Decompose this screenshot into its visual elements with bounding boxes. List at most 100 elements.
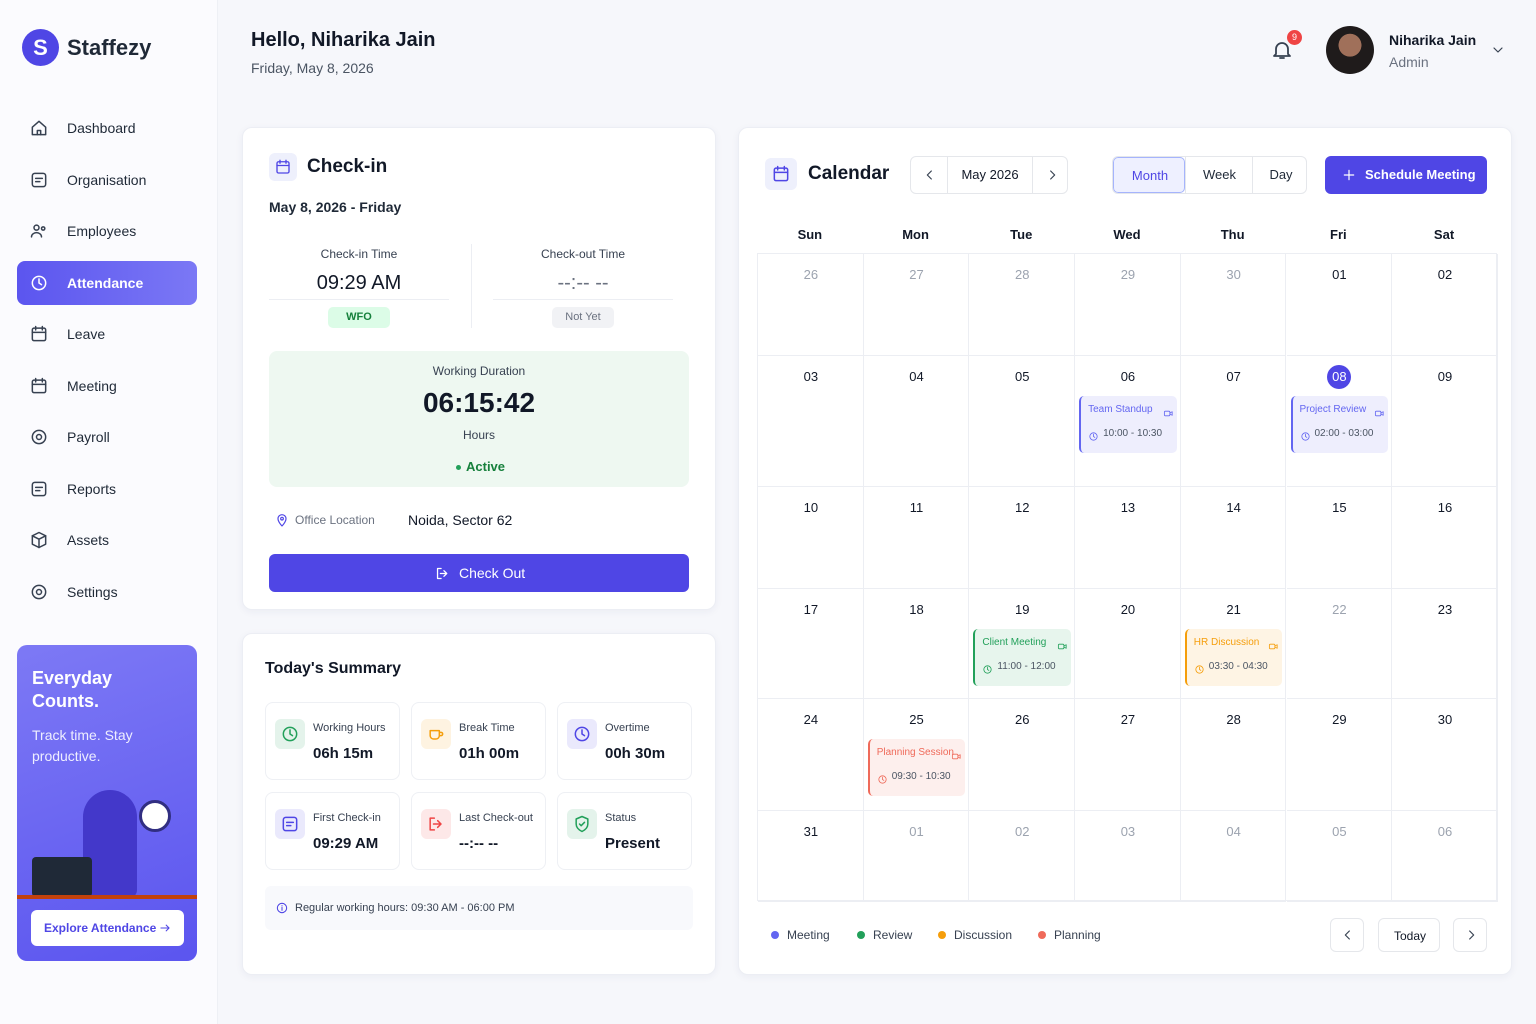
icon-shape (1163, 410, 1173, 417)
icon-shape (31, 275, 47, 290)
icon-shape (31, 172, 47, 187)
view-button[interactable]: Month (1113, 157, 1185, 193)
nav-label: Assets (67, 532, 110, 548)
nav-item[interactable]: Settings (17, 570, 197, 614)
calendar-grid: 26 27 28 29 30 01 02 03 04 05 06 Team Standup 10:00 … (757, 253, 1498, 902)
nav-item[interactable]: Organisation (17, 158, 197, 202)
user-menu[interactable]: Niharika Jain Admin (1324, 24, 1514, 76)
day-cell: 27 (1075, 699, 1181, 811)
day-number: 26 (803, 267, 819, 282)
event-time: 11:00 - 12:00 (997, 661, 1056, 672)
promo-card: Everyday Counts. Track time. Stay product… (17, 645, 197, 961)
day-number: 05 (1015, 369, 1030, 384)
nav-item[interactable]: Leave (17, 312, 197, 356)
checkout-button[interactable]: Check Out (269, 554, 689, 592)
location-label: Office Location (295, 513, 375, 527)
event-title: HR Discussion (1193, 637, 1260, 648)
icon (29, 376, 49, 396)
icon-shape (926, 170, 932, 180)
time-badge: WFO (328, 307, 390, 328)
icon (877, 772, 888, 784)
view-button[interactable]: Week (1185, 157, 1252, 193)
icon-shape (31, 429, 47, 445)
day-cell: 19 Client Meeting 11:00 - 12:00 (969, 589, 1076, 699)
icon-shape (1343, 169, 1355, 181)
nav-label: Reports (67, 480, 117, 497)
icon-shape (1273, 42, 1291, 57)
day-number: 30 (1226, 267, 1241, 282)
prev-month[interactable] (911, 157, 948, 193)
tile-label: Last Check-out (459, 812, 533, 824)
summary-tile: Status Present (557, 792, 692, 870)
icon-shape (1063, 644, 1067, 649)
icon-shape (285, 821, 295, 827)
duration-unit: Hours (462, 428, 495, 442)
weekday: Sat (1433, 227, 1455, 242)
next-page[interactable] (1453, 918, 1487, 952)
icon-shape (1089, 432, 1098, 441)
day-cell: 13 (1075, 487, 1181, 589)
icon-shape (282, 726, 298, 742)
day-number: 27 (909, 267, 924, 282)
view-label: Month (1131, 168, 1169, 183)
day-cell: 08 Project Review 02:00 - 03:00 (1286, 356, 1393, 487)
day-number: 07 (1226, 369, 1241, 384)
summary-tile: First Check-in 09:29 AM (265, 792, 400, 870)
nav-item[interactable]: Assets (17, 518, 197, 562)
day-number: 16 (1437, 500, 1453, 515)
view-button[interactable]: Day (1252, 157, 1306, 193)
icon-shape (1300, 432, 1310, 441)
day-number: 20 (1120, 602, 1136, 617)
header-date: Friday, May 8, 2026 (251, 60, 374, 76)
schedule-button[interactable]: Schedule Meeting (1325, 156, 1487, 194)
explore-button[interactable]: Explore Attendance (31, 910, 184, 946)
duration-value: 06:15:42 (422, 387, 536, 418)
icon-shape (31, 531, 47, 549)
icon-shape (436, 567, 448, 580)
day-cell: 28 (1180, 699, 1287, 811)
day-number: 15 (1332, 500, 1347, 515)
nav-item[interactable]: Dashboard (17, 106, 197, 150)
icon-shape (1375, 410, 1384, 417)
nav-item[interactable]: Employees (17, 209, 197, 253)
event-chip[interactable]: Project Review 02:00 - 03:00 (1290, 396, 1389, 453)
title-icon-bg (269, 153, 297, 181)
icon-shape (429, 729, 444, 740)
icon-shape (881, 776, 884, 781)
today-label: Today (1393, 929, 1427, 943)
day-cell: 05 (969, 356, 1076, 487)
nav-item[interactable]: Reports (17, 467, 197, 511)
icon-shape (31, 377, 47, 393)
day-number: 04 (1226, 824, 1241, 839)
prev-page[interactable] (1330, 918, 1364, 952)
icon-shape (952, 753, 961, 760)
icon (1463, 927, 1479, 943)
day-cell: 30 (1180, 254, 1287, 356)
note-text: Regular working hours: 09:30 AM - 06:00 … (295, 902, 515, 914)
day-number: 09 (1437, 369, 1453, 384)
icon (1044, 167, 1060, 183)
nav-item[interactable]: Payroll (17, 415, 197, 459)
day-cell: 30 (1392, 699, 1498, 811)
day-cell: 09 (1392, 356, 1498, 487)
icon-shape (1469, 930, 1475, 940)
icon-shape (276, 159, 290, 167)
nav-item[interactable]: Attendance (17, 260, 197, 305)
icon-shape (282, 816, 298, 832)
time-label: Check-out Time (540, 247, 626, 261)
event-chip[interactable]: Client Meeting 11:00 - 12:00 (973, 629, 1072, 686)
today-button[interactable]: Today (1378, 918, 1440, 952)
next-month[interactable] (1032, 157, 1069, 193)
notification-bell[interactable] (1268, 36, 1296, 64)
event-chip[interactable]: Team Standup 10:00 - 10:30 (1079, 396, 1177, 453)
event-chip[interactable]: HR Discussion 03:30 - 04:30 (1184, 629, 1283, 686)
tile-value: 00h 30m (605, 745, 666, 762)
event-chip[interactable]: Planning Session 09:30 - 10:30 (867, 739, 966, 796)
nav-label: Settings (67, 583, 118, 600)
event-time: 10:00 - 10:30 (1103, 428, 1163, 439)
icon-shape (276, 161, 290, 174)
icon (1300, 429, 1311, 441)
nav-item[interactable]: Meeting (17, 364, 197, 408)
icon (1490, 42, 1506, 58)
icon-shape (276, 902, 288, 914)
